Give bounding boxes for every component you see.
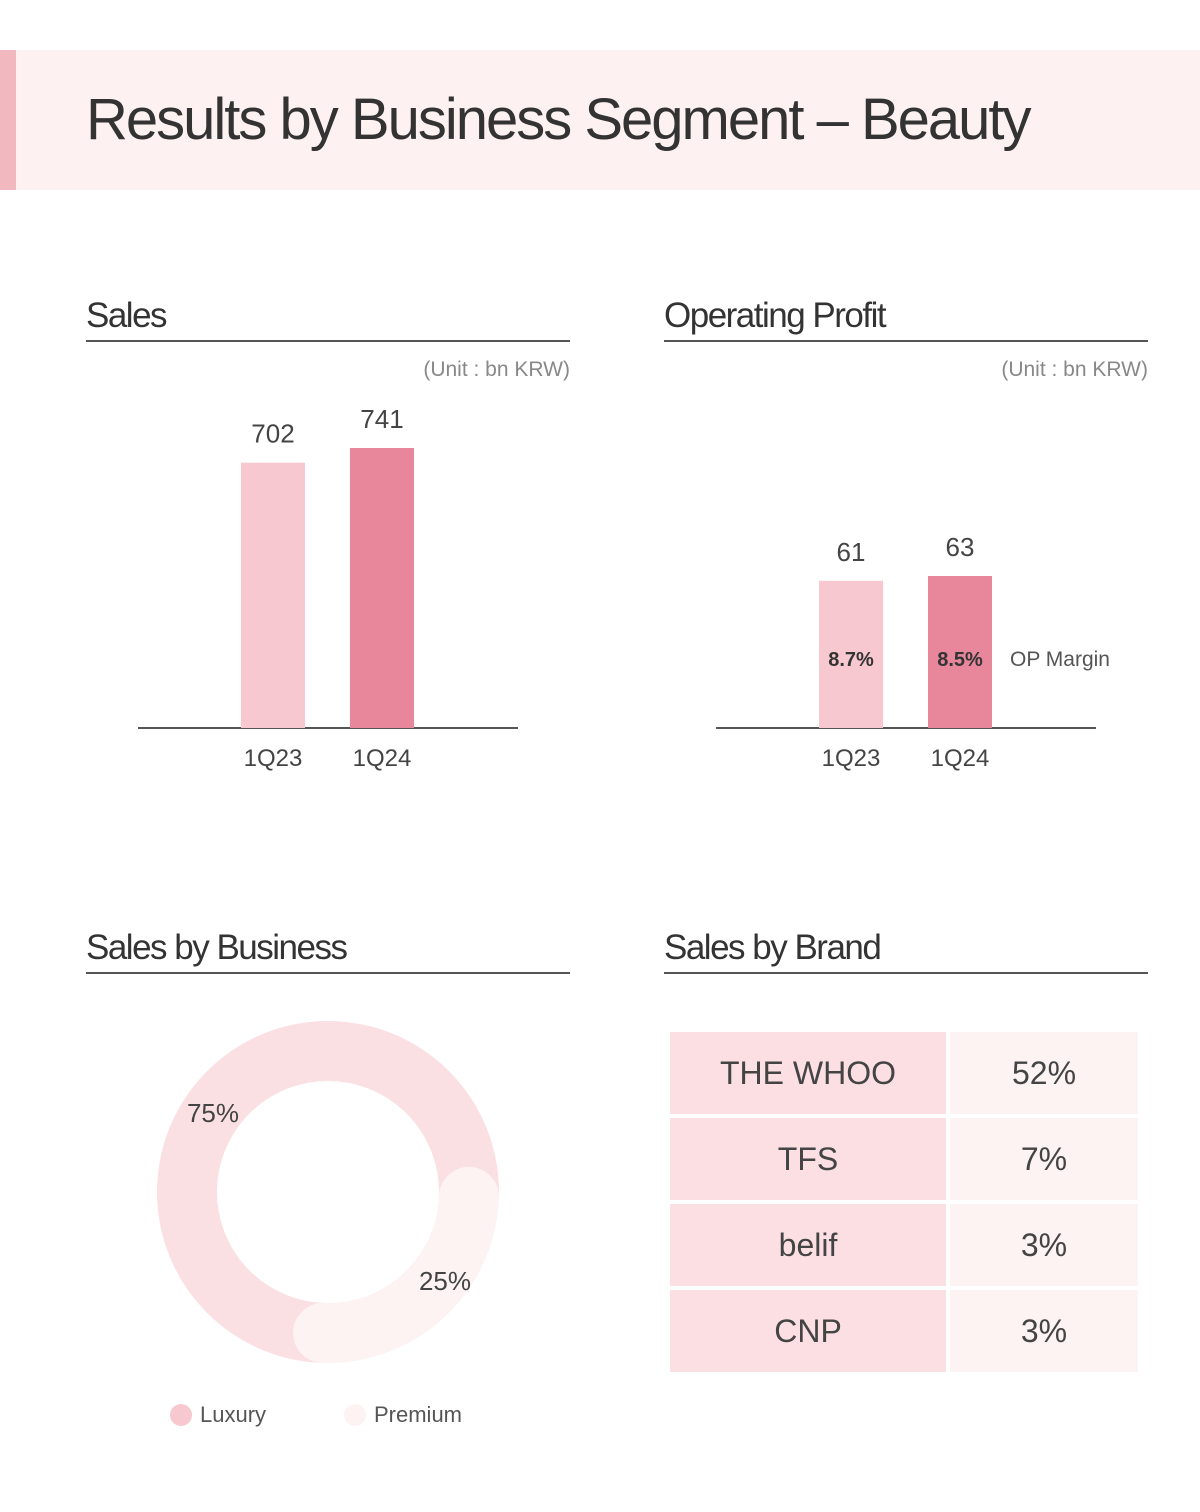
brand-share-cell: 52% <box>950 1032 1138 1114</box>
donut-label-premium: 25% <box>419 1266 471 1296</box>
op-margin-legend: OP Margin <box>1010 648 1110 671</box>
op-unit: (Unit : bn KRW) <box>1001 358 1148 381</box>
table-row: THE WHOO 52% <box>670 1032 1138 1114</box>
op-value-label: 63 <box>946 532 975 562</box>
brand-name-cell: TFS <box>670 1118 946 1200</box>
legend-luxury-swatch <box>170 1404 192 1426</box>
legend-premium: Premium <box>344 1402 462 1428</box>
legend-premium-swatch <box>344 1404 366 1426</box>
sales-bar-1q23 <box>241 462 305 728</box>
sales-title: Sales <box>86 296 168 335</box>
brand-section: Sales by Brand <box>664 928 1148 988</box>
sales-section: Sales (Unit : bn KRW) 702 1Q23 741 1Q24 <box>86 296 570 786</box>
legend-premium-label: Premium <box>374 1402 463 1427</box>
table-row: TFS 7% <box>670 1118 1138 1200</box>
op-bar-chart: 61 8.7% 1Q23 63 8.5% 1Q24 OP Margin <box>716 532 1110 772</box>
sales-tick-label: 1Q23 <box>244 745 303 772</box>
business-title: Sales by Business <box>86 928 348 967</box>
sales-unit: (Unit : bn KRW) <box>423 358 570 381</box>
table-row: CNP 3% <box>670 1290 1138 1372</box>
donut-premium-cap <box>438 1166 499 1227</box>
legend-luxury: Luxury <box>170 1402 266 1428</box>
sales-value-label: 741 <box>360 404 403 434</box>
op-value-label: 61 <box>837 537 866 567</box>
donut-premium-cap <box>293 1302 354 1363</box>
brand-name-cell: belif <box>670 1204 946 1286</box>
table-row: belif 3% <box>670 1204 1138 1286</box>
op-tick-label: 1Q23 <box>822 745 881 772</box>
page-title: Results by Business Segment – Beauty <box>86 87 1032 152</box>
brand-title-rule <box>664 972 1148 974</box>
business-title-rule <box>86 972 570 974</box>
sales-tick-label: 1Q24 <box>353 745 412 772</box>
sales-title-rule <box>86 340 570 342</box>
business-section: Sales by Business <box>86 928 570 988</box>
op-tick-label: 1Q24 <box>931 745 990 772</box>
title-accent-bar <box>0 50 16 190</box>
op-margin-label: 8.7% <box>828 649 874 671</box>
op-title-rule <box>664 340 1148 342</box>
brand-share-cell: 3% <box>950 1290 1138 1372</box>
brand-share-cell: 7% <box>950 1118 1138 1200</box>
legend-luxury-label: Luxury <box>200 1402 267 1427</box>
sales-bar-1q24 <box>350 448 414 728</box>
sales-value-label: 702 <box>251 419 294 449</box>
brand-name-cell: THE WHOO <box>670 1032 946 1114</box>
brand-title: Sales by Brand <box>664 928 882 967</box>
brand-name-cell: CNP <box>670 1290 946 1372</box>
sales-bar-chart: 702 1Q23 741 1Q24 <box>138 404 518 772</box>
op-section: Operating Profit (Unit : bn KRW) 61 8.7% 1… <box>664 296 1148 786</box>
op-margin-label: 8.5% <box>937 649 983 671</box>
op-title: Operating Profit <box>664 296 887 335</box>
donut-label-luxury: 75% <box>187 1098 239 1128</box>
title-band: Results by Business Segment – Beauty <box>0 50 1200 190</box>
op-bar-1q24 <box>928 576 992 728</box>
brand-share-cell: 3% <box>950 1204 1138 1286</box>
op-bar-1q23 <box>819 580 883 728</box>
business-donut-chart: 75% 25% <box>156 1021 499 1363</box>
